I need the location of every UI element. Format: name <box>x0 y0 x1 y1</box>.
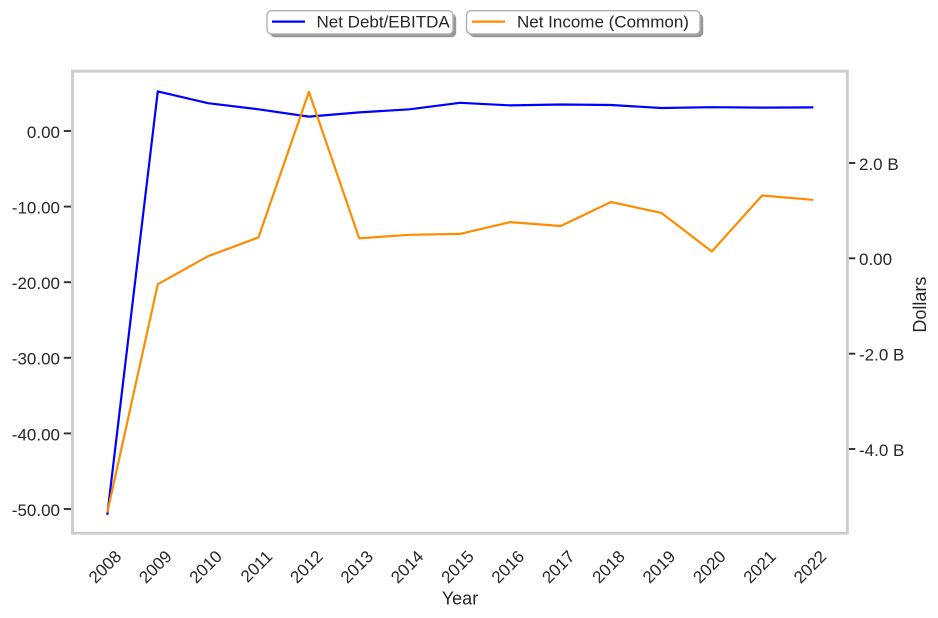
svg-text:Year: Year <box>442 589 478 609</box>
svg-text:-20.00: -20.00 <box>12 274 60 293</box>
svg-text:-10.00: -10.00 <box>12 199 60 218</box>
svg-text:-2.0 B: -2.0 B <box>859 346 904 365</box>
svg-text:-30.00: -30.00 <box>12 350 60 369</box>
svg-text:-4.0 B: -4.0 B <box>859 441 904 460</box>
svg-text:Dollars: Dollars <box>910 277 930 333</box>
svg-text:-40.00: -40.00 <box>12 425 60 444</box>
svg-text:0.00: 0.00 <box>27 123 60 142</box>
svg-text:0.00: 0.00 <box>859 250 892 269</box>
svg-text:-50.00: -50.00 <box>12 501 60 520</box>
svg-text:Net Income (Common): Net Income (Common) <box>517 12 689 31</box>
svg-text:Net Debt/EBITDA: Net Debt/EBITDA <box>317 12 451 31</box>
svg-text:2.0 B: 2.0 B <box>859 155 899 174</box>
